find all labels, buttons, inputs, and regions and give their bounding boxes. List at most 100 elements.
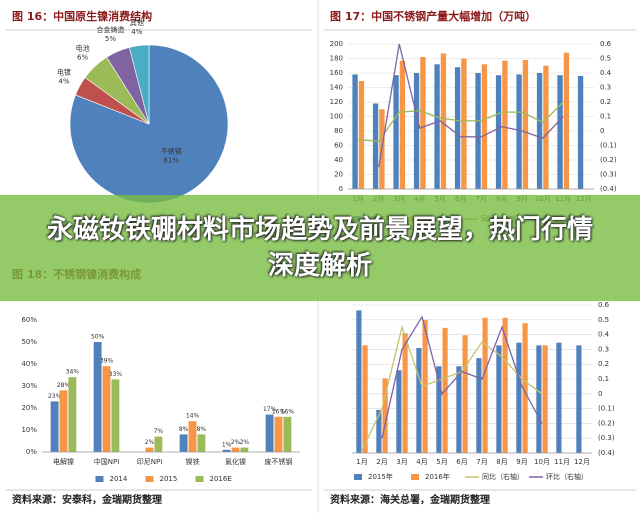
legend-label: 2015 [160,475,178,483]
y2-tick-label: 0.1 [600,113,611,121]
bar [358,80,365,189]
bar [543,65,549,189]
value-label: 8% [197,426,207,433]
x-tick-label: 9月 [516,458,527,466]
bar [456,366,462,453]
y2-tick-label: 0.2 [598,360,609,368]
chart-title: 图 17：中国不锈钢产量大幅增加（万吨） [330,9,536,23]
bar [496,345,502,453]
x-tick-label: 3月 [396,458,407,466]
y2-tick-label: (0.3) [600,171,617,179]
bar [420,57,426,189]
bar [372,103,379,189]
bar [283,416,292,452]
chart-title: 图 16：中国原生镍消费结构 [12,9,152,23]
x-tick-label: 12月 [574,458,590,466]
bar [556,342,562,453]
bar [413,73,420,189]
bar [240,447,249,452]
x-tick-label: 2月 [376,458,387,466]
value-label: 2% [145,439,155,446]
bar [362,345,368,453]
value-label: 16% [281,408,295,415]
source-note: 资料来源：安泰科，金瑞期货整理 [12,493,162,506]
x-tick-label: 废不锈钢 [265,457,293,466]
y-tick-label: 120 [330,98,343,106]
bar [179,434,188,452]
y-tick-label: 40% [21,360,37,368]
slice-value: 6% [77,53,88,61]
y2-tick-label: (0.1) [600,142,617,150]
x-tick-label: 4月 [416,458,427,466]
bar [434,64,440,189]
y2-tick-label: 0.4 [600,69,612,77]
y2-tick-label: (0.2) [598,419,615,427]
y2-tick-label: (0.4) [600,185,617,193]
headline: 永磁钕铁硼材料市场趋势及前景展望，热门行情深度解析 [46,215,593,281]
bar [197,434,206,452]
bar [93,342,102,452]
y-tick-label: 0 [339,185,343,193]
y2-tick-label: 0.2 [600,98,611,106]
bar [436,366,442,453]
bar [402,333,408,453]
bar [274,416,283,452]
bar [576,345,582,453]
y-tick-label: 140 [330,84,343,92]
bar [454,67,461,189]
legend-label: 2015年 [368,472,393,481]
bar [422,319,428,453]
value-label: 2% [240,439,250,446]
x-tick-label: 镍铁 [186,457,200,466]
line-series [378,43,564,168]
value-label: 2% [231,439,241,446]
bar [577,75,584,189]
bar [522,59,529,190]
value-label: 16% [272,408,286,415]
y2-tick-label: 0.3 [600,84,611,92]
legend-label: 2016年 [425,472,450,481]
legend-swatch [411,474,419,480]
bar [50,401,59,452]
bar [102,366,111,452]
legend-swatch [145,476,154,482]
line-series [381,315,543,439]
legend-label: 2016E [210,475,232,483]
bar [536,345,542,453]
bar [352,74,358,189]
bar [557,75,563,189]
y-tick-label: 100 [330,113,343,121]
bar [563,52,570,190]
x-tick-label: 氯化镍 [225,457,246,466]
y-tick-label: 20 [334,171,343,179]
bar [516,74,522,189]
bar [516,342,522,453]
y-tick-label: 160 [330,69,343,77]
y2-tick-label: 0.6 [600,40,612,48]
bar [416,348,422,453]
slice-label: 电镀 [57,67,71,76]
value-label: 1% [222,441,232,448]
value-label: 7% [154,428,164,435]
y2-tick-label: 0 [598,390,602,398]
legend-label: 环比（右轴） [546,472,588,481]
bar [111,379,120,452]
y-tick-label: 60 [334,142,343,150]
bar [542,345,548,453]
bar [222,449,231,452]
bar [188,421,197,452]
y2-tick-label: 0.6 [598,301,610,309]
y-tick-label: 50% [21,338,37,346]
slice-label: 其他 [130,18,144,27]
y2-tick-label: (0.1) [598,405,615,413]
bar [522,323,528,453]
legend-swatch [195,476,204,482]
y-tick-label: 40 [334,156,343,164]
bar [461,58,467,189]
x-tick-label: 印尼NPI [137,458,163,466]
y2-tick-label: (0.2) [600,156,617,164]
y2-tick-label: 0.5 [600,55,611,63]
line-series [361,324,543,451]
